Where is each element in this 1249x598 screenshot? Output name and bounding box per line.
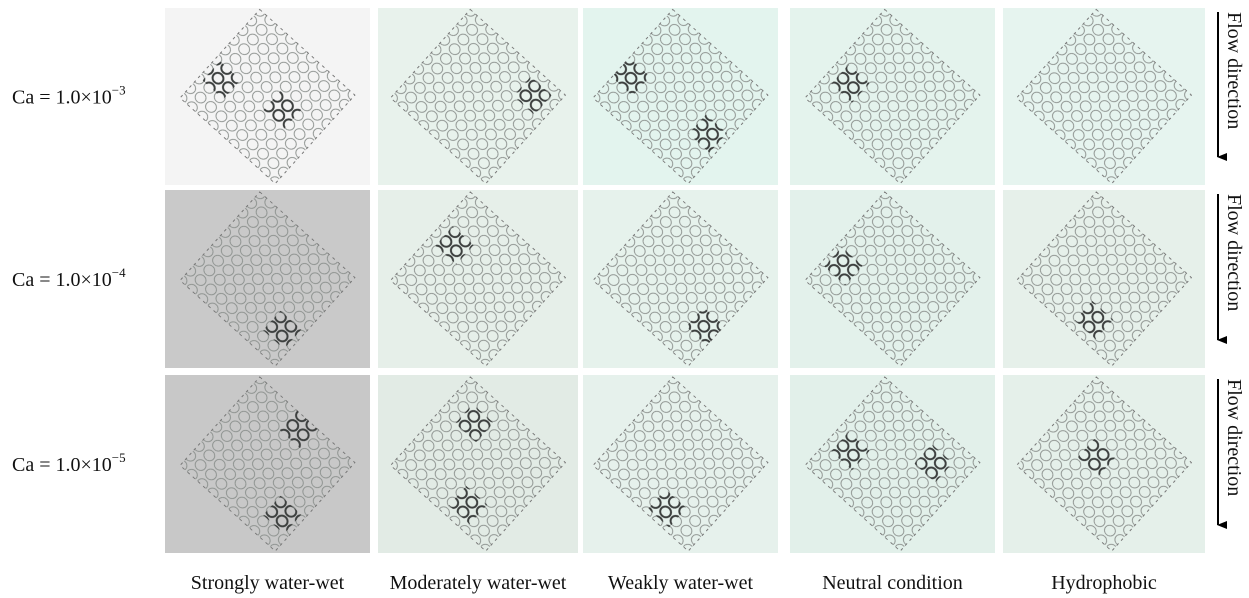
micrograph-panel <box>378 190 578 368</box>
row-label: Ca = 1.0×10−3 <box>12 83 126 109</box>
column-label: Strongly water-wet <box>191 572 345 594</box>
flow-direction-label: Flow direction <box>1223 379 1245 496</box>
micrograph-panel <box>1003 8 1205 185</box>
row-label-base: Ca = 1.0×10 <box>12 269 112 291</box>
row-label: Ca = 1.0×10−4 <box>12 265 126 291</box>
micrograph-panel <box>1003 190 1205 368</box>
flow-direction-label: Flow direction <box>1223 12 1245 129</box>
row-label-exponent: −5 <box>112 450 126 465</box>
row-label-base: Ca = 1.0×10 <box>12 87 112 109</box>
column-label: Moderately water-wet <box>390 572 567 594</box>
micrograph-panel <box>165 8 370 185</box>
flow-direction-label: Flow direction <box>1223 194 1245 311</box>
micrograph-panel <box>165 375 370 553</box>
micrograph-panel <box>790 8 995 185</box>
column-label: Weakly water-wet <box>608 572 754 594</box>
figure: Ca = 1.0×10−3Flow directionCa = 1.0×10−4… <box>0 0 1249 598</box>
column-label: Neutral condition <box>822 572 963 594</box>
row-label-exponent: −4 <box>112 265 126 280</box>
column-label: Hydrophobic <box>1051 572 1157 594</box>
row-label-base: Ca = 1.0×10 <box>12 454 112 476</box>
micrograph-panel <box>790 375 995 553</box>
row-label-exponent: −3 <box>112 83 126 98</box>
micrograph-panel <box>583 375 778 553</box>
micrograph-panel <box>583 8 778 185</box>
row-label: Ca = 1.0×10−5 <box>12 450 126 476</box>
micrograph-panel <box>378 8 578 185</box>
micrograph-panel <box>790 190 995 368</box>
micrograph-panel <box>165 190 370 368</box>
micrograph-panel <box>1003 375 1205 553</box>
micrograph-panel <box>583 190 778 368</box>
micrograph-panel <box>378 375 578 553</box>
